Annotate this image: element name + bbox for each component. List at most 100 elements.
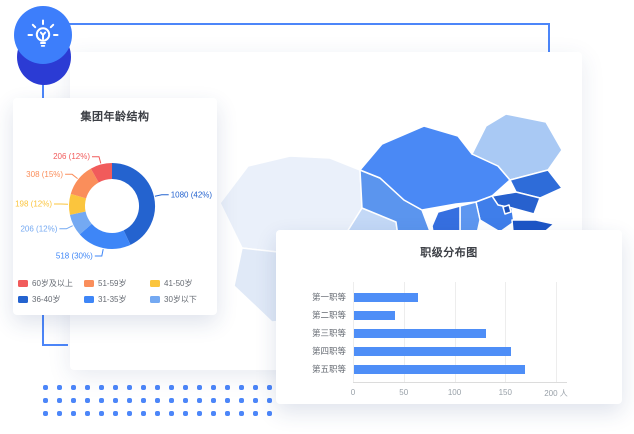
dot: [57, 385, 62, 390]
dot: [43, 398, 48, 403]
dot: [211, 385, 216, 390]
dot: [225, 398, 230, 403]
dot: [113, 411, 118, 416]
dot: [211, 411, 216, 416]
dot: [113, 398, 118, 403]
dot: [211, 398, 216, 403]
bar-3: [354, 346, 512, 356]
x-axis-line: [353, 382, 567, 383]
dot: [169, 411, 174, 416]
dot: [155, 411, 160, 416]
dot: [85, 411, 90, 416]
dot: [57, 411, 62, 416]
donut-slice-3: [69, 193, 87, 215]
legend-label-4: 31-35岁: [98, 295, 127, 304]
bar-category-label-3: 第四职等: [311, 346, 346, 356]
region-hebei: [475, 195, 515, 233]
donut-label-line-4: [65, 173, 78, 179]
dot: [197, 398, 202, 403]
dot: [197, 411, 202, 416]
dot: [169, 398, 174, 403]
dot: [57, 398, 62, 403]
dot: [225, 411, 230, 416]
dot: [169, 385, 174, 390]
dot: [43, 385, 48, 390]
gridline-4: [556, 282, 557, 382]
dot: [99, 385, 104, 390]
connector-line-top-drop: [548, 23, 550, 53]
dot: [155, 398, 160, 403]
legend-label-1: 51-59岁: [98, 279, 127, 288]
region-beijing: [502, 204, 512, 215]
dot: [239, 398, 244, 403]
dot: [141, 411, 146, 416]
donut-slice-2: [69, 211, 93, 235]
dot: [253, 398, 258, 403]
rank-distribution-card: 职级分布图 第一职等 第二职等 第三职等 第四职等 第五职等 0 50 100 150 200 人: [276, 230, 622, 404]
dot: [127, 385, 132, 390]
connector-line-top: [43, 23, 550, 25]
legend-item-1: 51-59岁: [84, 278, 146, 289]
rank-bar-chart: 第一职等 第二职等 第三职等 第四职等 第五职等 0 50 100 150 200 人: [276, 230, 622, 404]
legend-swatch-1: [84, 280, 94, 287]
dot: [267, 398, 272, 403]
legend-item-5: 30岁以下: [150, 294, 212, 305]
gridline-3: [505, 282, 507, 382]
legend-item-2: 41-50岁: [150, 278, 212, 289]
dot: [141, 398, 146, 403]
dot: [71, 398, 76, 403]
legend-label-0: 60岁及以上: [32, 279, 73, 288]
legend-item-3: 36-40岁: [18, 294, 80, 305]
legend-swatch-2: [150, 280, 160, 287]
dot: [71, 385, 76, 390]
donut-slice-4: [70, 168, 100, 199]
dot: [183, 411, 188, 416]
rank-chart-title: 职级分布图: [420, 247, 478, 259]
bar-1: [354, 310, 395, 320]
dot: [253, 411, 258, 416]
dot: [43, 411, 48, 416]
donut-label-line-0: [154, 194, 169, 197]
legend-label-3: 36-40岁: [32, 295, 61, 304]
connector-line-left-foot: [42, 344, 68, 346]
region-neimenggu: [359, 125, 511, 211]
donut-slice-1: [79, 223, 131, 249]
legend-item-4: 31-35岁: [84, 294, 146, 305]
legend-swatch-5: [150, 296, 160, 303]
dot: [85, 385, 90, 390]
dot: [141, 385, 146, 390]
badge-circle: [14, 6, 72, 64]
donut-label-1: 518 (30%): [56, 252, 93, 261]
donut-label-line-1: [94, 249, 104, 257]
dot: [253, 385, 258, 390]
gridline-0: [353, 282, 354, 382]
dot: [183, 398, 188, 403]
donut-slice-5: [90, 163, 113, 183]
x-tick-2: 100: [447, 388, 462, 397]
lightbulb-icon: [27, 19, 59, 47]
legend-swatch-0: [18, 280, 28, 287]
bar-category-label-2: 第三职等: [311, 328, 346, 338]
bar-4: [354, 364, 525, 374]
dot: [127, 411, 132, 416]
dot: [155, 385, 160, 390]
bar-category-label-4: 第五职等: [311, 364, 346, 374]
age-structure-card: 集团年龄结构 1080 (42%) 518 (30%) 206 (12%) 198 (…: [13, 98, 217, 315]
x-tick-1: 50: [399, 388, 409, 397]
dot: [85, 398, 90, 403]
idea-badge: [12, 2, 82, 88]
donut-label-line-5: [92, 156, 102, 164]
age-chart-title: 集团年龄结构: [80, 111, 150, 123]
dot: [127, 398, 132, 403]
bar-category-label-0: 第一职等: [311, 292, 346, 302]
dot: [197, 385, 202, 390]
donut-label-4: 308 (15%): [26, 170, 63, 179]
legend-swatch-3: [18, 296, 28, 303]
dot: [225, 385, 230, 390]
x-tick-0: 0: [350, 388, 356, 397]
bar-0: [354, 292, 418, 302]
dot: [267, 385, 272, 390]
dot: [113, 385, 118, 390]
region-jilin: [509, 169, 563, 199]
